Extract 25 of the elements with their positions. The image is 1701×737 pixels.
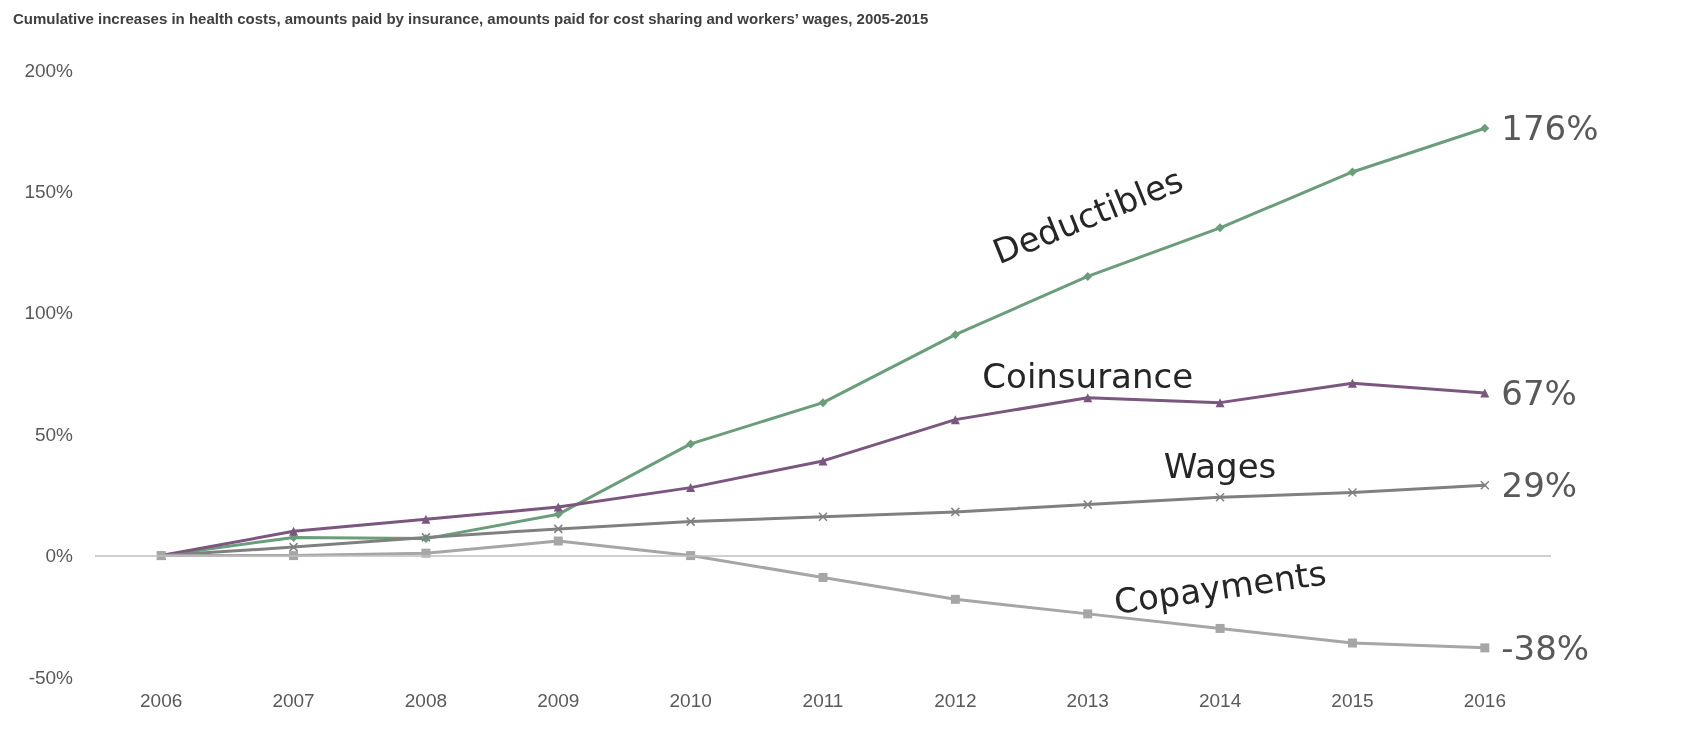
x-tick-label: 2014: [1198, 690, 1242, 711]
x-tick-label: 2009: [537, 690, 580, 711]
text: Copayments: [1111, 552, 1329, 622]
x-tick-label: 2006: [140, 690, 183, 711]
y-tick-label: 200%: [24, 59, 74, 81]
x-tick-label: 2013: [1066, 690, 1109, 711]
x-tick-label: 2008: [404, 690, 448, 711]
data-label: 29%: [1501, 465, 1578, 506]
series-label: Wages: [1163, 445, 1277, 486]
series-label: Coinsurance: [982, 355, 1194, 396]
x-tick-label: 2012: [934, 690, 977, 711]
y-tick-label: 50%: [34, 423, 74, 445]
y-tick-label: 0%: [45, 545, 74, 567]
x-tick-label: 2016: [1463, 690, 1506, 711]
y-tick-label: 150%: [24, 180, 74, 202]
x-tick-label: 2007: [272, 690, 315, 711]
x-tick-label: 2011: [802, 690, 844, 711]
y-tick-label: 100%: [24, 302, 74, 324]
chart-title: Cumulative increases in health costs, amounts paid by insurance, amounts paid for cost sharing and workers’ wages, 2005-2015: [13, 10, 929, 27]
data-label: -38%: [1501, 627, 1590, 668]
data-label: 67%: [1501, 372, 1577, 413]
x-tick-label: 2010: [669, 690, 712, 711]
data-label: 176%: [1501, 108, 1599, 149]
y-tick-label: -50%: [28, 666, 74, 688]
x-tick-label: 2015: [1331, 690, 1374, 711]
